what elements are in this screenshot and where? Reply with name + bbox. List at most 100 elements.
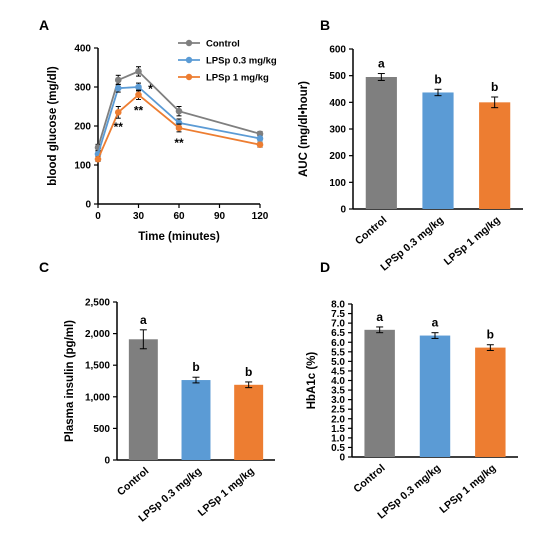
significance-marker: **: [114, 120, 124, 134]
bar: [475, 347, 506, 457]
significance-marker: **: [134, 103, 144, 117]
significance-letter: a: [140, 313, 147, 327]
x-tick-label: 90: [214, 211, 226, 222]
y-tick-label: 0: [340, 205, 346, 216]
panel-b: B 0 100 200 300 400 500 600 AUC (mg/dl•hour) a Con…: [298, 17, 523, 274]
y-tick-label: 1,000: [85, 392, 110, 403]
x-tick-label: 60: [173, 211, 185, 222]
y-tick-label: 200: [74, 122, 91, 133]
significance-letter: a: [376, 310, 383, 324]
y-tick-label: 500: [93, 424, 110, 435]
category-label: Control: [115, 465, 151, 498]
x-tick-label: 0: [95, 211, 101, 222]
y-tick-label: 100: [329, 178, 346, 189]
y-tick-label: 0: [339, 453, 345, 464]
significance-letter: a: [378, 57, 385, 71]
y-tick-label: 200: [329, 151, 346, 162]
y-tick-label: 6.0: [331, 338, 345, 349]
panel-label-a: A: [39, 17, 49, 33]
y-tick-label: 3.0: [331, 395, 345, 406]
data-point: [175, 124, 183, 132]
bar: [365, 77, 397, 209]
data-point: [256, 141, 264, 149]
legend-swatch-marker: [185, 39, 193, 47]
y-tick-label: 7.5: [331, 309, 345, 320]
y-tick-label: 1.0: [331, 433, 345, 444]
y-tick-label: 300: [329, 125, 346, 136]
legend-label: LPSp 1 mg/kg: [206, 73, 269, 84]
category-label: Control: [351, 462, 387, 495]
bar: [422, 92, 454, 209]
y-tick-label: 2,000: [85, 329, 110, 340]
data-point: [114, 109, 122, 116]
y-axis-title: Plasma insulin (pg/ml): [64, 320, 76, 442]
y-tick-label: 400: [329, 98, 346, 109]
series-2: [94, 89, 264, 163]
data-point: [114, 76, 122, 84]
bar: [234, 384, 264, 460]
y-tick-label: 2.5: [331, 405, 345, 416]
legend-label: LPSp 0.3 mg/kg: [206, 56, 277, 67]
significance-marker: **: [174, 136, 184, 150]
y-tick-label: 500: [329, 71, 346, 82]
bar: [419, 335, 451, 457]
bar: [181, 380, 211, 460]
significance-letter: a: [432, 316, 439, 330]
panel-a: A 0 100 200 300 400 0 30 60 90 120 Time (minutes) bl…: [39, 17, 277, 243]
y-tick-label: 0: [104, 456, 110, 467]
x-tick-label: 30: [133, 211, 145, 222]
y-tick-label: 4.5: [331, 366, 345, 377]
legend-swatch-marker: [185, 56, 193, 64]
y-tick-label: 1.5: [331, 424, 345, 435]
significance-letter: b: [491, 80, 498, 94]
panel-label-d: D: [320, 259, 330, 275]
y-axis-title: blood glucose (mg/dl): [47, 66, 59, 186]
significance-letter: b: [192, 360, 199, 374]
y-tick-label: 6.5: [331, 328, 345, 339]
panel-d: D 00.51.01.52.02.53.03.54.04.55.05.56.06.…: [306, 259, 518, 522]
significance-letter: b: [434, 72, 441, 86]
y-tick-label: 1,500: [85, 361, 110, 372]
y-axis-title: HbA1c (%): [306, 352, 318, 410]
data-point: [135, 83, 142, 91]
data-point: [256, 135, 264, 142]
data-point: [114, 84, 122, 92]
x-tick-label: 120: [252, 211, 269, 222]
y-tick-label: 300: [74, 83, 91, 94]
y-tick-label: 0.5: [331, 443, 345, 454]
y-tick-label: 5.0: [331, 357, 345, 368]
category-label: LPSp 1 mg/kg: [196, 465, 257, 519]
y-tick-label: 600: [329, 45, 346, 56]
category-label: LPSp 1 mg/kg: [442, 214, 503, 268]
legend-label: Control: [206, 39, 240, 50]
y-tick-label: 100: [74, 161, 91, 172]
data-point: [94, 155, 102, 163]
y-tick-label: 7.0: [331, 319, 345, 330]
significance-marker: *: [148, 82, 153, 96]
y-tick-label: 3.5: [331, 386, 345, 397]
bar: [479, 102, 511, 209]
category-label: Control: [353, 214, 389, 247]
y-axis-title: AUC (mg/dl•hour): [298, 81, 310, 177]
data-point: [256, 130, 264, 138]
y-tick-label: 8.0: [331, 300, 345, 311]
bar: [364, 329, 395, 457]
significance-letter: b: [245, 365, 252, 379]
y-tick-label: 4.0: [331, 376, 345, 387]
y-tick-label: 2,500: [85, 298, 110, 309]
y-tick-label: 0: [85, 200, 91, 211]
y-tick-label: 400: [74, 44, 91, 55]
bar: [128, 339, 158, 460]
data-point: [135, 91, 142, 99]
data-point: [135, 68, 142, 75]
series-1: [94, 82, 264, 158]
significance-letter: b: [487, 328, 494, 342]
y-tick-label: 2.0: [331, 414, 345, 425]
panel-c: C 0 500 1,000 1,500 2,000 2,500 Plasma insulin …: [39, 259, 275, 525]
panel-label-c: C: [39, 259, 49, 275]
x-axis-title: Time (minutes): [138, 231, 220, 243]
panel-label-b: B: [320, 17, 330, 33]
data-point: [175, 107, 183, 115]
y-tick-label: 5.5: [331, 347, 345, 358]
